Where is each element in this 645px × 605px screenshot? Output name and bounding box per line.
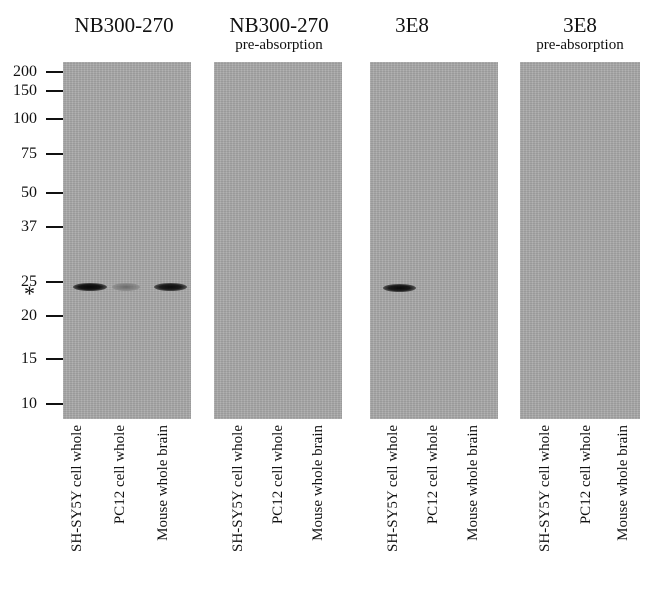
lane-label-pc12-panel-2: PC12 cell whole (270, 425, 286, 525)
panel-1-title: NB300-270 (74, 13, 174, 37)
mw-label-150: 150 (13, 82, 37, 99)
mw-tick-100 (46, 118, 64, 120)
panel-4-title: 3E8 (563, 13, 597, 37)
mw-tick-20 (46, 315, 64, 317)
mw-label-50: 50 (21, 184, 37, 201)
panel-2-subtitle: pre-absorption (235, 37, 323, 53)
mw-label-15: 15 (21, 350, 37, 367)
band-sh-sy5y-panel-3 (383, 284, 416, 292)
blot-panel-3 (370, 62, 498, 419)
lane-label-mouse-brain-panel-2: Mouse whole brain (310, 425, 326, 541)
lane-label-mouse-brain-panel-3: Mouse whole brain (465, 425, 481, 541)
mw-label-75: 75 (21, 145, 37, 162)
lane-label-sh-sy5y-panel-1: SH-SY5Y cell whole (69, 425, 85, 552)
mw-label-200: 200 (13, 63, 37, 80)
mw-tick-50 (46, 192, 64, 194)
mw-label-25: 25 (21, 273, 37, 290)
mw-label-100: 100 (13, 110, 37, 127)
blot-panel-2 (214, 62, 342, 419)
panel-2-title: NB300-270 (229, 13, 329, 37)
lane-label-sh-sy5y-panel-3: SH-SY5Y cell whole (385, 425, 401, 552)
lane-label-pc12-panel-3: PC12 cell whole (425, 425, 441, 525)
mw-tick-15 (46, 358, 64, 360)
lane-label-mouse-brain-panel-1: Mouse whole brain (155, 425, 171, 541)
mw-tick-150 (46, 90, 64, 92)
band-mouse-brain-panel-1 (154, 283, 187, 291)
mw-label-37: 37 (21, 218, 37, 235)
mw-tick-25 (46, 281, 64, 283)
mw-tick-75 (46, 153, 64, 155)
band-asterisk: * (24, 281, 35, 306)
mw-label-20: 20 (21, 307, 37, 324)
lane-label-pc12-panel-4: PC12 cell whole (578, 425, 594, 525)
mw-tick-37 (46, 226, 64, 228)
mw-tick-10 (46, 403, 64, 405)
blot-panel-1 (63, 62, 191, 419)
lane-label-mouse-brain-panel-4: Mouse whole brain (615, 425, 631, 541)
panel-3-title: 3E8 (395, 13, 429, 37)
band-pc12-panel-1 (112, 283, 140, 291)
band-sh-sy5y-panel-1 (73, 283, 107, 291)
mw-tick-200 (46, 71, 64, 73)
lane-label-sh-sy5y-panel-4: SH-SY5Y cell whole (537, 425, 553, 552)
panel-4-subtitle: pre-absorption (536, 37, 624, 53)
lane-label-pc12-panel-1: PC12 cell whole (112, 425, 128, 525)
mw-label-10: 10 (21, 395, 37, 412)
blot-panel-4 (520, 62, 640, 419)
lane-label-sh-sy5y-panel-2: SH-SY5Y cell whole (230, 425, 246, 552)
